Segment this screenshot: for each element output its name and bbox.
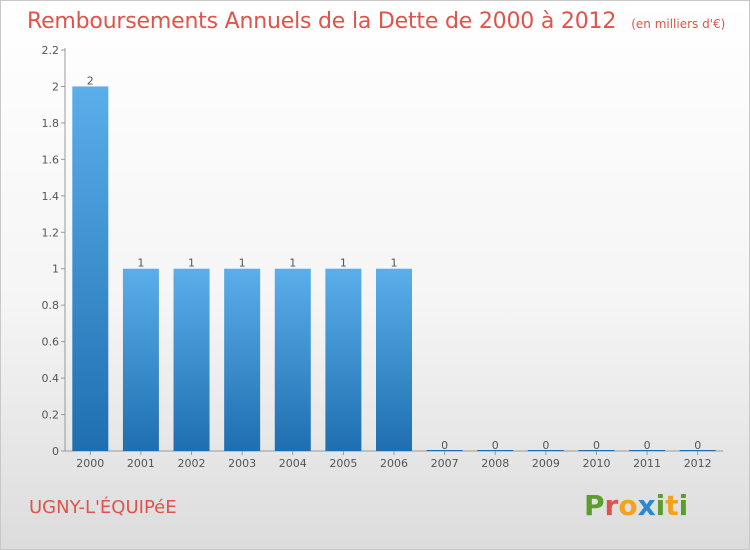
data-label: 1 xyxy=(289,257,296,270)
bar xyxy=(274,268,311,451)
logo-letter: i xyxy=(678,489,689,522)
data-label: 1 xyxy=(239,257,246,270)
data-label: 1 xyxy=(188,257,195,270)
x-tick-label: 2005 xyxy=(329,457,357,470)
y-tick-label: 0 xyxy=(52,445,59,458)
bar xyxy=(426,450,463,451)
chart-subtitle: (en milliers d'€) xyxy=(631,17,726,31)
data-label: 1 xyxy=(137,257,144,270)
x-tick-label: 2012 xyxy=(684,457,712,470)
commune-name: UGNY-L'ÉQUIPéE xyxy=(29,497,177,518)
x-tick-label: 2009 xyxy=(532,457,560,470)
logo-letter: t xyxy=(665,489,679,522)
y-tick-label: 0.2 xyxy=(42,409,60,422)
logo-letter: i xyxy=(655,489,666,522)
x-tick-label: 2001 xyxy=(127,457,155,470)
bar xyxy=(578,450,615,451)
x-tick-label: 2007 xyxy=(431,457,459,470)
proxiti-logo: Proxiti xyxy=(584,489,688,522)
data-label: 0 xyxy=(593,439,600,452)
data-label: 0 xyxy=(644,439,651,452)
logo-letter: P xyxy=(584,489,605,522)
bar xyxy=(325,268,362,451)
x-tick-label: 2003 xyxy=(228,457,256,470)
y-tick-label: 0.8 xyxy=(42,299,60,312)
bar xyxy=(224,268,261,451)
data-label: 0 xyxy=(492,439,499,452)
bar xyxy=(72,86,109,452)
bar xyxy=(527,450,564,451)
bar xyxy=(122,268,159,451)
data-label: 0 xyxy=(441,439,448,452)
bar xyxy=(629,450,666,451)
y-tick-label: 1.8 xyxy=(42,117,60,130)
y-tick-label: 1 xyxy=(52,263,59,276)
data-label: 0 xyxy=(542,439,549,452)
x-tick-label: 2004 xyxy=(279,457,307,470)
x-tick-label: 2008 xyxy=(481,457,509,470)
y-tick-label: 0.4 xyxy=(42,372,60,385)
x-tick-label: 2000 xyxy=(76,457,104,470)
y-tick-label: 1.2 xyxy=(42,226,60,239)
x-tick-label: 2010 xyxy=(582,457,610,470)
bar xyxy=(173,268,210,451)
x-tick-label: 2006 xyxy=(380,457,408,470)
logo-letter: r xyxy=(604,489,619,522)
x-tick-label: 2002 xyxy=(178,457,206,470)
logo-letter: x xyxy=(637,489,656,522)
data-label: 1 xyxy=(340,257,347,270)
data-label: 2 xyxy=(87,74,94,87)
y-tick-label: 2.2 xyxy=(42,44,60,57)
bar xyxy=(376,268,412,451)
y-tick-label: 2 xyxy=(52,80,59,93)
chart-title: Remboursements Annuels de la Dette de 20… xyxy=(27,9,617,34)
title-row: Remboursements Annuels de la Dette de 20… xyxy=(27,9,725,34)
x-tick-label: 2011 xyxy=(633,457,661,470)
y-tick-label: 1.6 xyxy=(42,153,60,166)
y-tick-label: 1.4 xyxy=(42,190,60,203)
y-tick-label: 0.6 xyxy=(42,336,60,349)
logo-letter: o xyxy=(618,489,638,522)
bar xyxy=(477,450,514,451)
data-label: 0 xyxy=(694,439,701,452)
bar xyxy=(679,450,716,451)
data-label: 1 xyxy=(391,257,398,270)
